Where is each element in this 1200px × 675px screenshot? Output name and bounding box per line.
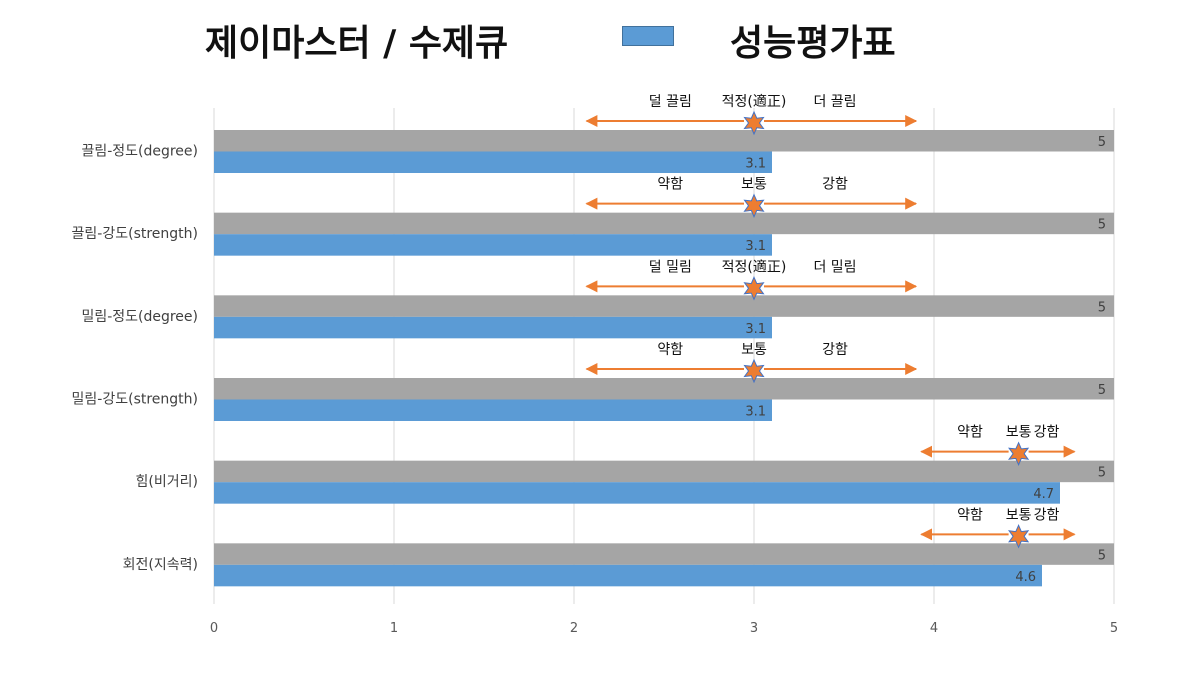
annotation-left-label: 약함 [957,507,983,523]
max-bar [214,460,1114,483]
annotation-left-label: 약함 [657,342,683,358]
max-bar-value: 5 [1098,135,1106,150]
max-bar-value: 5 [1098,548,1106,563]
max-bar-value: 5 [1098,300,1106,315]
annotation-right-label: 더 끌림 [813,94,856,110]
annotation-left-label: 약함 [957,425,983,441]
annotation-left-label: 덜 밀림 [649,259,692,275]
star-marker [1008,524,1030,549]
max-bar [214,295,1114,317]
x-tick-label: 5 [1110,621,1118,636]
star-marker [743,193,765,218]
max-bar [214,130,1114,152]
annotation-left-label: 약함 [657,177,683,193]
score-bar [214,316,772,339]
category-label: 회전(지속력) [123,557,198,573]
score-bar [214,564,1042,587]
annotation-right-label: 강함 [1034,425,1060,441]
annotation-right-label: 더 밀림 [813,259,856,275]
max-bar-value: 5 [1098,383,1106,398]
annotation-right-label: 강함 [822,342,848,358]
annotation-right-label: 강함 [1034,507,1060,523]
max-bar-value: 5 [1098,218,1106,233]
max-bar [214,212,1114,235]
star-marker [743,276,765,301]
score-bar-value: 4.7 [1033,487,1054,502]
chart-title: 제이마스터 / 수제큐 [205,23,509,64]
legend-swatch [622,26,674,46]
score-bar-value: 4.6 [1015,570,1036,585]
score-bar-value: 3.1 [745,405,766,420]
score-bar-value: 3.1 [745,239,766,254]
score-bar-value: 3.1 [745,322,766,337]
legend-label: 성능평가표 [730,23,896,64]
score-bar [214,482,1060,504]
x-tick-label: 3 [750,621,758,636]
score-bar [214,151,772,173]
max-bar [214,378,1114,400]
star-marker [1008,441,1030,466]
max-bar-value: 5 [1098,466,1106,481]
max-bar [214,543,1114,565]
annotation-left-label: 덜 끌림 [649,94,692,110]
category-label: 힘(비거리) [136,474,198,490]
score-bar-value: 3.1 [745,157,766,172]
star-marker [743,358,765,384]
x-tick-label: 2 [570,621,578,636]
annotation-mid-label: 보통 [1006,425,1032,441]
category-label: 끌림-강도(strength) [72,226,198,242]
x-tick-label: 1 [390,621,398,636]
score-bar [214,234,772,256]
annotation-mid-label: 보통 [1006,507,1032,523]
annotation-right-label: 강함 [822,177,848,193]
score-bar [214,399,772,421]
annotation-mid-label: 보통 [741,177,767,193]
annotation-mid-label: 보통 [741,342,767,358]
category-label: 밀림-강도(strength) [72,392,198,408]
category-label: 끌림-정도(degree) [81,144,198,160]
x-tick-label: 0 [210,621,218,636]
x-tick-label: 4 [930,621,938,636]
category-label: 밀림-정도(degree) [81,309,198,325]
annotation-mid-label: 적정(適正) [722,258,787,275]
annotation-mid-label: 적정(適正) [722,93,787,110]
star-marker [743,110,765,136]
